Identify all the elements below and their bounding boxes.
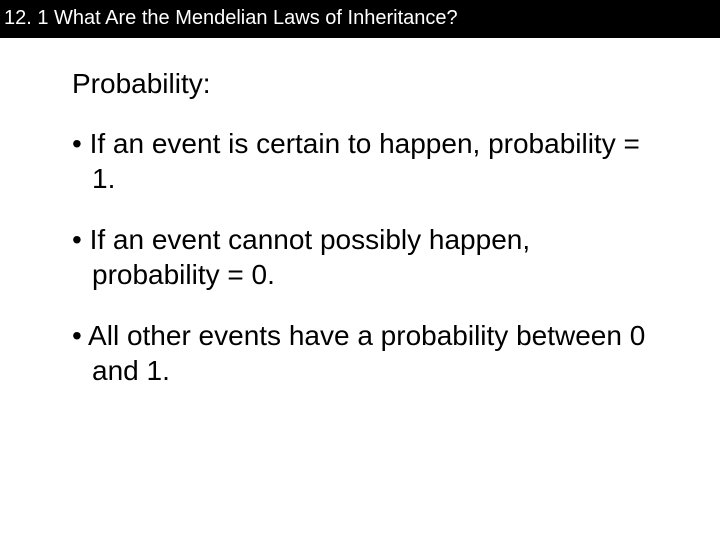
- slide-content: Probability: If an event is certain to h…: [0, 38, 720, 388]
- bullet-item: If an event cannot possibly happen, prob…: [72, 222, 660, 292]
- slide-header: 12. 1 What Are the Mendelian Laws of Inh…: [0, 0, 720, 38]
- bullet-item: If an event is certain to happen, probab…: [72, 126, 660, 196]
- bullet-item: All other events have a probability betw…: [72, 318, 660, 388]
- slide-header-title: 12. 1 What Are the Mendelian Laws of Inh…: [4, 7, 458, 29]
- content-heading: Probability:: [72, 68, 660, 100]
